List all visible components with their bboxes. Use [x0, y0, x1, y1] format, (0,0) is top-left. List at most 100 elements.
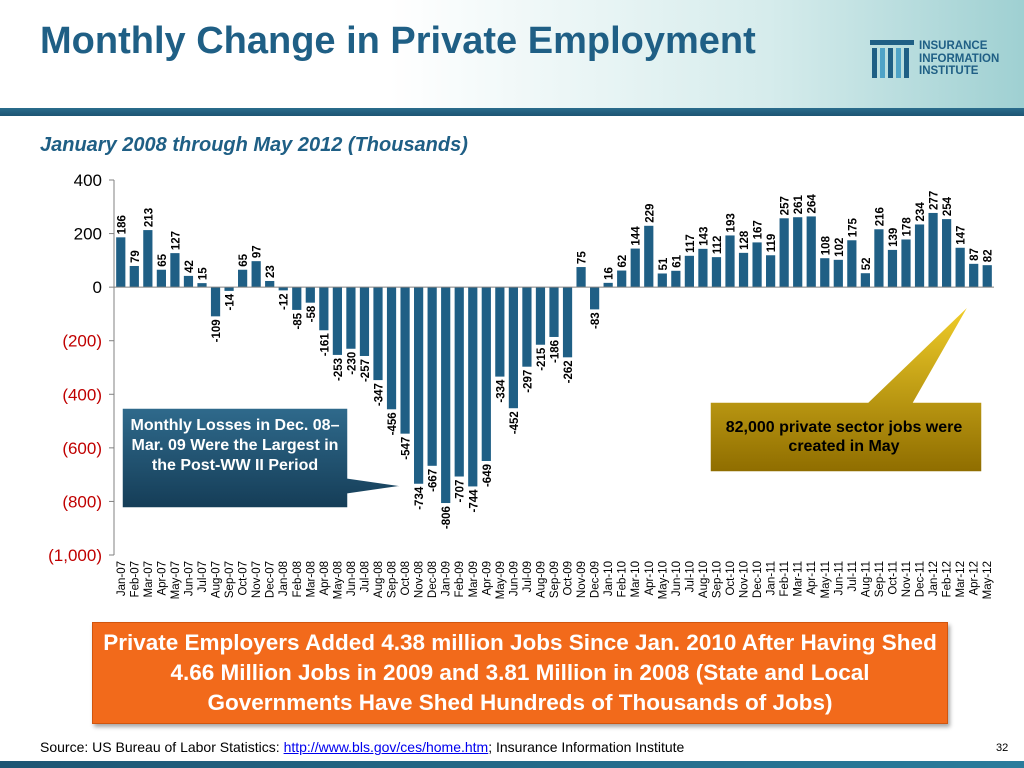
x-tick-label: Apr-09: [481, 561, 493, 596]
x-tick-label: Oct-11: [887, 561, 899, 595]
y-tick-label: (600): [62, 439, 102, 458]
bar: [454, 287, 464, 477]
data-label: 23: [265, 265, 277, 278]
bar: [630, 248, 640, 288]
x-tick-label: Sep-10: [711, 561, 723, 598]
x-tick-label: Jul-08: [359, 561, 371, 592]
iii-logo-icon: [870, 40, 914, 78]
bar: [982, 265, 992, 288]
data-label: 213: [143, 208, 155, 227]
callout-right-shape: [709, 303, 983, 473]
x-tick-label: Jan-08: [278, 561, 290, 596]
data-label: -456: [387, 412, 399, 435]
data-label: -452: [509, 411, 521, 434]
x-tick-label: Jun-09: [508, 561, 520, 596]
bar: [684, 255, 694, 288]
x-tick-label: Dec-10: [752, 561, 764, 598]
bar: [468, 287, 478, 487]
bar: [590, 287, 600, 310]
page-number: 32: [996, 742, 1009, 754]
y-tick-label: 200: [74, 225, 102, 244]
data-label: -85: [292, 312, 304, 329]
bar: [332, 287, 342, 355]
bar: [847, 240, 857, 288]
x-tick-label: Dec-08: [427, 561, 439, 598]
x-tick-label: Jan-12: [928, 561, 940, 596]
header-band: [0, 0, 1024, 108]
x-tick-label: May-07: [170, 561, 182, 599]
source-note: Source: US Bureau of Labor Statistics: h…: [40, 739, 684, 755]
bar: [793, 217, 803, 288]
bar: [725, 235, 735, 288]
x-tick-label: Jun-07: [183, 561, 195, 596]
bar: [779, 218, 789, 288]
bar: [766, 255, 776, 288]
data-label: 82: [983, 249, 995, 262]
x-tick-label: Apr-07: [156, 561, 168, 596]
x-tick-label: Feb-12: [942, 561, 954, 597]
data-label: 139: [888, 228, 900, 247]
bar: [549, 287, 559, 337]
y-tick-label: 400: [74, 171, 102, 190]
data-label: 42: [184, 260, 196, 273]
data-label: 143: [698, 227, 710, 246]
data-label: 62: [617, 255, 629, 268]
x-tick-label: Sep-08: [387, 561, 399, 598]
x-tick-label: Jul-09: [522, 561, 534, 592]
bar: [373, 287, 383, 381]
data-label: -161: [319, 333, 331, 357]
bar: [942, 219, 952, 288]
data-label: 15: [198, 267, 210, 280]
bar: [928, 212, 938, 288]
x-tick-label: Jun-10: [671, 561, 683, 596]
data-label: -262: [563, 360, 575, 383]
bar: [224, 287, 234, 291]
data-label: 61: [671, 254, 683, 267]
x-tick-label: Mar-11: [793, 561, 805, 597]
data-label: 127: [170, 231, 182, 250]
x-tick-label: Mar-12: [955, 561, 967, 597]
bar: [292, 287, 302, 310]
bar: [251, 261, 261, 288]
summary-text: Private Employers Added 4.38 million Job…: [103, 630, 937, 715]
x-tick-label: Jun-11: [833, 561, 845, 595]
bar: [644, 225, 654, 288]
data-label: 112: [712, 236, 724, 255]
header-divider: [0, 108, 1024, 116]
data-label: 65: [238, 253, 250, 266]
x-tick-label: May-09: [495, 561, 507, 599]
bar: [860, 273, 870, 288]
bar: [698, 248, 708, 288]
x-tick-label: Jan-11: [766, 561, 778, 595]
data-label: -334: [495, 379, 507, 403]
x-tick-label: Feb-08: [292, 561, 304, 597]
data-label: 128: [739, 230, 751, 250]
data-label: -257: [360, 359, 372, 382]
data-label: 97: [252, 245, 264, 258]
x-tick-label: Sep-11: [874, 561, 886, 597]
callout-left-shape: [121, 407, 405, 509]
data-label: -649: [482, 464, 494, 487]
x-tick-label: Aug-11: [860, 561, 872, 597]
data-label: -297: [522, 370, 534, 393]
data-label: -109: [211, 319, 223, 342]
data-label: 261: [793, 194, 805, 214]
data-label: 234: [915, 202, 927, 222]
source-link[interactable]: http://www.bls.gov/ces/home.htm: [283, 739, 489, 755]
callout-left-text: Monthly Losses in Dec. 08–Mar. 09 Were t…: [130, 417, 340, 474]
bar: [441, 287, 451, 504]
data-label: 102: [834, 238, 846, 257]
employment-bar-chart: 400 200 0 (200) (400) (600) (800) (1,000) 186 Jan…: [48, 171, 995, 599]
bar: [197, 283, 207, 288]
bar: [346, 287, 356, 349]
bar: [427, 287, 437, 466]
data-label: 186: [116, 215, 128, 234]
y-tick-label: 0: [93, 278, 102, 297]
data-label: -667: [428, 469, 440, 492]
x-tick-label: May-10: [657, 561, 669, 599]
x-tick-label: Oct-07: [238, 561, 250, 596]
data-label: 65: [157, 253, 169, 266]
bar: [278, 287, 288, 291]
bar: [833, 259, 843, 288]
data-label: 193: [726, 213, 738, 232]
